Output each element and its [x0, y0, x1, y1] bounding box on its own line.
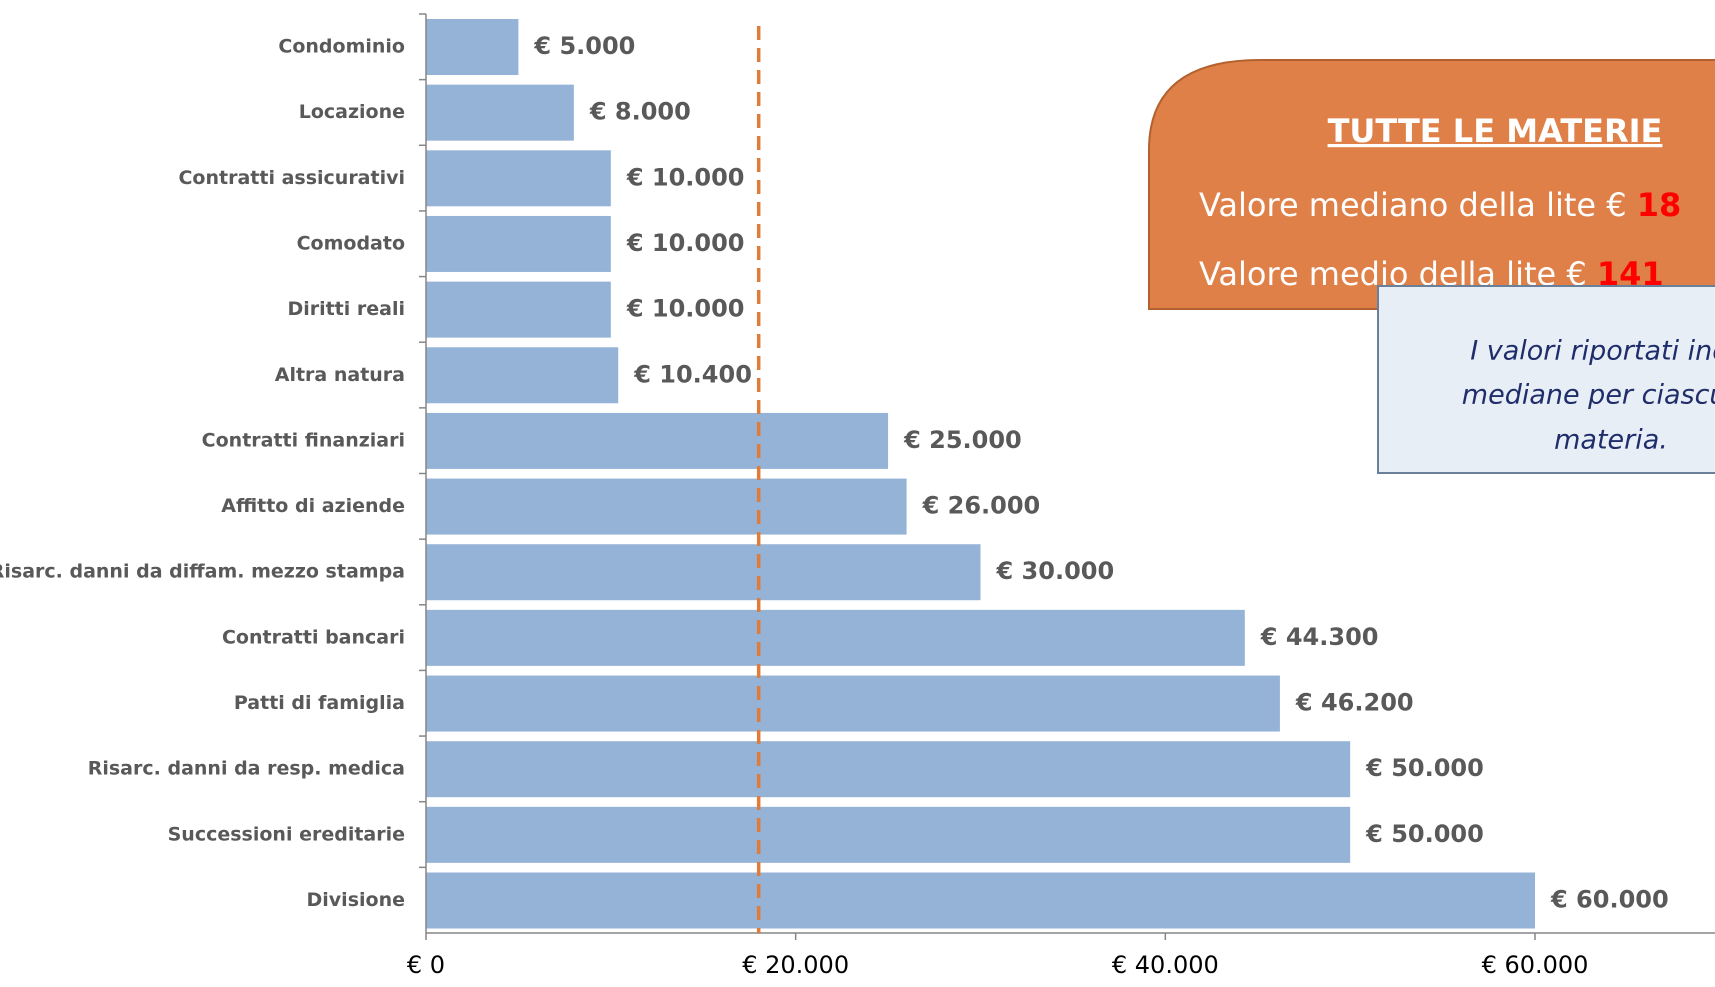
- bar: [426, 19, 519, 75]
- category-label: Locazione: [299, 101, 405, 123]
- category-label: Risarc. danni da resp. medica: [88, 758, 405, 780]
- value-label: € 25.000: [903, 426, 1022, 454]
- value-label: € 60.000: [1550, 886, 1669, 914]
- bar: [426, 84, 574, 141]
- category-label: Diritti reali: [287, 298, 405, 320]
- value-label: € 10.000: [626, 229, 745, 257]
- category-label: Successioni ereditarie: [168, 823, 405, 845]
- x-tick-label: € 0: [407, 951, 445, 979]
- category-label: Condominio: [278, 36, 405, 58]
- category-label: Patti di famiglia: [234, 692, 405, 714]
- value-label: € 50.000: [1365, 754, 1484, 782]
- value-label: € 10.400: [633, 360, 752, 388]
- x-tick-label: € 20.000: [742, 951, 849, 979]
- category-label: Divisione: [307, 889, 405, 911]
- box-line: Valore mediano della lite € 18: [1199, 186, 1681, 224]
- note-box: [1377, 285, 1715, 474]
- bar: [426, 281, 611, 338]
- bar: [426, 478, 907, 535]
- category-label: Contratti assicurativi: [178, 167, 405, 189]
- bar: [426, 609, 1245, 666]
- bar: [426, 741, 1351, 798]
- category-label: Altra natura: [275, 364, 405, 386]
- bar: [426, 675, 1280, 732]
- value-label: € 50.000: [1365, 820, 1484, 848]
- value-label: € 8.000: [589, 98, 691, 126]
- category-label: Risarc. danni da diffam. mezzo stampa: [0, 561, 405, 583]
- bar: [426, 412, 889, 469]
- value-label: € 44.300: [1260, 623, 1379, 651]
- box-value: 18: [1637, 186, 1682, 224]
- bar: [426, 215, 611, 272]
- box-text: Valore mediano della lite €: [1199, 186, 1627, 224]
- category-label: Contratti bancari: [222, 626, 405, 648]
- note-text: mediane per ciascuna: [1462, 380, 1715, 411]
- value-label: € 5.000: [533, 32, 635, 60]
- note-text: I valori riportati indic: [1470, 336, 1715, 367]
- value-label: € 10.000: [626, 295, 745, 323]
- value-label: € 30.000: [996, 557, 1115, 585]
- category-label: Comodato: [297, 232, 405, 254]
- bar: [426, 872, 1535, 929]
- category-label: Contratti finanziari: [202, 429, 405, 451]
- x-tick-label: € 40.000: [1112, 951, 1219, 979]
- bar: [426, 150, 611, 207]
- value-label: € 10.000: [626, 163, 745, 191]
- note-text: materia.: [1554, 425, 1668, 456]
- category-label: Affitto di aziende: [221, 495, 405, 517]
- value-label: € 46.200: [1295, 689, 1414, 717]
- box-title: TUTTE LE MATERIE: [1328, 112, 1663, 150]
- value-label: € 26.000: [922, 492, 1041, 520]
- bar: [426, 544, 981, 601]
- summary-box: [1148, 59, 1715, 310]
- bar: [426, 347, 619, 404]
- x-tick-label: € 60.000: [1482, 951, 1589, 979]
- bar: [426, 806, 1351, 863]
